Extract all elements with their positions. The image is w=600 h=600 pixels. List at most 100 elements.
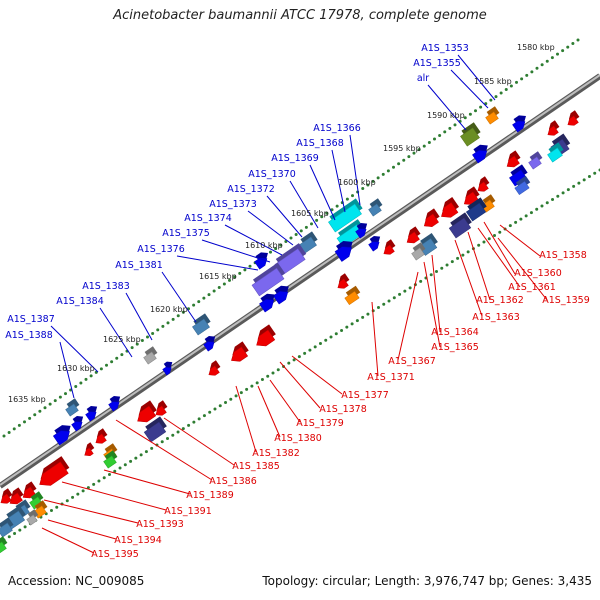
gene-feature-38 <box>231 341 249 362</box>
gene-label-A1S_1366: A1S_1366 <box>313 123 361 134</box>
gene-feature-52 <box>95 428 108 444</box>
connector-A1S_1367 <box>397 271 419 361</box>
connector-A1S_1391 <box>61 481 167 511</box>
gene-feature-46 <box>65 398 80 417</box>
gene-label-A1S_1360: A1S_1360 <box>514 268 562 279</box>
kbp-tick-label: 1620 kbp <box>150 305 188 314</box>
kbp-tick-label: 1635 kbp <box>8 395 46 404</box>
gene-feature-36 <box>337 273 350 289</box>
gene-label-A1S_1377: A1S_1377 <box>341 390 389 401</box>
gene-feature-58 <box>9 487 24 505</box>
genome-summary-text: Topology: circular; Length: 3,976,747 bp… <box>262 574 592 588</box>
kbp-ticks: 1580 kbp 1585 kbp 1590 kbp 1595 kbp 1600 kbp… <box>8 43 555 404</box>
gene-label-A1S_1369: A1S_1369 <box>271 153 319 164</box>
connector-A1S_1393 <box>43 499 139 524</box>
kbp-tick-label: 1625 kbp <box>103 335 141 344</box>
connector-A1S_1383 <box>125 292 153 341</box>
gene-feature-0 <box>512 115 526 133</box>
gene-label-A1S_1364: A1S_1364 <box>431 327 479 338</box>
gene-label-A1S_1382: A1S_1382 <box>252 448 300 459</box>
gene-feature-7 <box>547 142 564 163</box>
gene-label-A1S_1371: A1S_1371 <box>367 372 415 383</box>
gene-label-A1S_1389: A1S_1389 <box>186 490 234 501</box>
gene-feature-33 <box>259 293 275 313</box>
connector-A1S_1386 <box>115 419 213 481</box>
gene-feature-44 <box>108 396 121 412</box>
gene-label-A1S_1386: A1S_1386 <box>209 476 257 487</box>
connector-A1S_1372 <box>266 195 303 238</box>
gene-label-A1S_1355: A1S_1355 <box>413 58 461 69</box>
connector-alr <box>427 84 467 131</box>
accession-text: Accession: NC_009085 <box>8 574 145 588</box>
connector-A1S_1368 <box>331 149 346 213</box>
gene-label-A1S_1393: A1S_1393 <box>136 519 184 530</box>
gene-feature-42 <box>143 346 158 365</box>
connector-A1S_1380 <box>257 385 281 438</box>
gene-feature-39 <box>208 360 221 376</box>
connector-A1S_1382 <box>235 385 257 453</box>
connector-A1S_1376 <box>176 255 259 271</box>
gene-label-A1S_1359: A1S_1359 <box>542 295 590 306</box>
kbp-tick-label: 1605 kbp <box>291 209 329 218</box>
gene-feature-11 <box>514 175 531 196</box>
gene-label-A1S_1381: A1S_1381 <box>115 260 163 271</box>
gene-feature-65 <box>26 509 39 526</box>
gene-feature-3 <box>472 144 488 164</box>
genome-backbone <box>0 73 600 489</box>
gene-feature-53 <box>84 442 95 457</box>
gene-feature-16 <box>441 196 460 218</box>
connector-A1S_1379 <box>269 379 301 423</box>
connector-A1S_1388 <box>59 341 75 399</box>
gene-label-A1S_1365: A1S_1365 <box>431 342 479 353</box>
connector-A1S_1364 <box>431 254 441 333</box>
dotted-guide-lines <box>2 38 600 542</box>
gene-feature-47 <box>52 425 71 446</box>
gene-label-A1S_1363: A1S_1363 <box>472 312 520 323</box>
gene-label-alr: alr <box>417 73 429 84</box>
gene-feature-15 <box>465 197 487 222</box>
gene-feature-49 <box>155 400 168 416</box>
outer-dotted-line <box>2 38 580 438</box>
gene-feature-55 <box>103 450 118 469</box>
gene-feature-24 <box>328 198 363 233</box>
connector-A1S_1353 <box>457 54 496 101</box>
gene-feature-5 <box>547 120 560 136</box>
gene-label-A1S_1379: A1S_1379 <box>296 418 344 429</box>
connector-A1S_1373 <box>247 210 294 246</box>
gene-feature-51 <box>143 416 167 443</box>
kbp-tick-label: 1580 kbp <box>517 43 555 52</box>
connector-A1S_1361 <box>477 227 521 288</box>
gene-label-A1S_1376: A1S_1376 <box>137 244 185 255</box>
connector-A1S_1359 <box>497 237 548 301</box>
connector-A1S_1363 <box>454 239 483 317</box>
connector-A1S_1375 <box>201 239 271 263</box>
gene-label-A1S_1368: A1S_1368 <box>296 138 344 149</box>
gene-feature-18 <box>448 212 472 239</box>
gene-feature-64 <box>0 517 14 538</box>
gene-label-A1S_1361: A1S_1361 <box>508 282 556 293</box>
gene-label-A1S_1370: A1S_1370 <box>248 169 296 180</box>
kbp-tick-label: 1630 kbp <box>57 364 95 373</box>
gene-label-A1S_1395: A1S_1395 <box>91 549 139 560</box>
gene-label-A1S_1367: A1S_1367 <box>388 356 436 367</box>
gene-feature-35 <box>344 285 361 306</box>
page-title: Acinetobacter baumannii ATCC 17978, comp… <box>113 8 487 23</box>
connector-A1S_1362 <box>467 231 491 301</box>
gene-features <box>0 106 580 555</box>
gene-label-A1S_1374: A1S_1374 <box>184 213 232 224</box>
gene-feature-66 <box>0 536 8 555</box>
connector-A1S_1381 <box>161 271 197 323</box>
gene-feature-21 <box>411 242 426 261</box>
gene-label-A1S_1388: A1S_1388 <box>5 330 53 341</box>
gene-feature-23 <box>368 198 383 217</box>
gene-feature-26 <box>355 223 368 239</box>
connector-A1S_1365 <box>423 261 441 348</box>
gene-feature-14 <box>481 194 496 213</box>
connector-A1S_1371 <box>371 301 379 377</box>
connector-A1S_1389 <box>103 469 191 495</box>
connector-A1S_1377 <box>291 355 343 395</box>
gene-feature-48 <box>71 416 84 432</box>
connector-A1S_1384 <box>99 307 133 358</box>
